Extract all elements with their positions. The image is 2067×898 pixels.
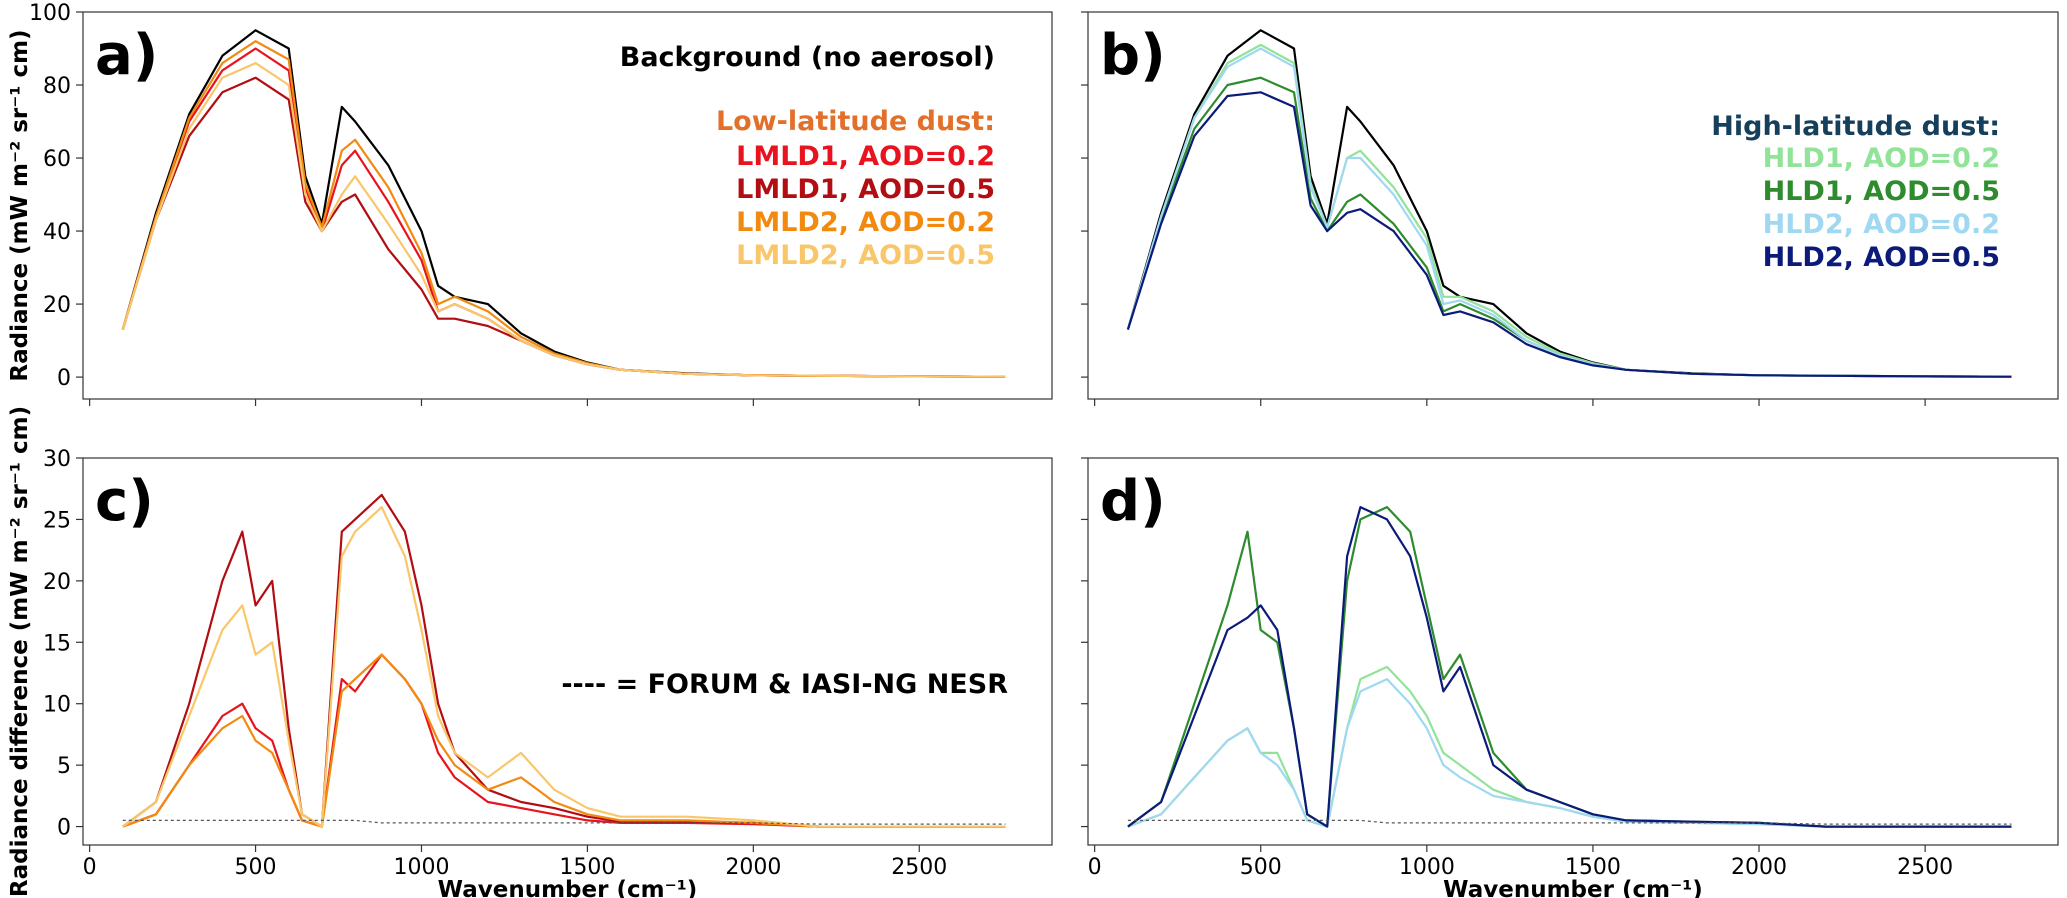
x-tick-label: 500 <box>235 855 277 880</box>
plot-frame <box>1087 457 2059 846</box>
legend-entry: HLD2, AOD=0.5 <box>1763 242 2000 273</box>
x-axis-title: Wavenumber (cm⁻¹) <box>438 877 698 898</box>
plot-frame <box>82 11 1053 400</box>
x-tick-label: 1500 <box>559 855 615 880</box>
y-tick-label: 5 <box>57 754 71 779</box>
y-axis-title: Radiance difference (mW m⁻² sr⁻¹ cm) <box>7 406 33 897</box>
y-tick-label: 30 <box>43 447 71 472</box>
legend-entry: HLD1, AOD=0.5 <box>1763 176 2000 207</box>
y-tick-label: 0 <box>57 366 71 391</box>
panel-letter: b) <box>1100 23 1166 88</box>
panel-0: 0 20 40 60 80 100 a) Radiance (mW m⁻² sr⁻¹ cm) B… <box>7 1 1053 406</box>
legend-background-label: Background (no aerosol) <box>620 42 995 73</box>
nesr-annotation: ---- = FORUM & IASI-NG NESR <box>561 669 1008 700</box>
panel-1: b) High-latitude dust:HLD1, AOD=0.2HLD1, … <box>1081 11 2059 406</box>
legend-entry: LMLD1, AOD=0.5 <box>736 174 995 205</box>
plot-frame <box>82 457 1053 846</box>
series-line-4 <box>1126 91 2012 378</box>
x-tick-label: 1000 <box>393 855 449 880</box>
legend-title: Low-latitude dust: <box>716 106 995 137</box>
legend-title: High-latitude dust: <box>1711 111 2000 142</box>
y-tick-label: 20 <box>43 293 71 318</box>
legend-entry: HLD1, AOD=0.2 <box>1763 143 2000 174</box>
x-tick-label: 1000 <box>1399 855 1455 880</box>
series-line-2 <box>1127 677 2012 828</box>
panel-2: 0 500 1000 1500 2000 2500 0 5 10 15 20 25 30 c) Radian… <box>7 406 1053 898</box>
legend-entry: HLD2, AOD=0.2 <box>1763 209 2000 240</box>
series-line-4 <box>122 819 1006 825</box>
plot-frame <box>1087 11 2059 400</box>
x-tick-label: 0 <box>1088 855 1102 880</box>
x-tick-label: 2500 <box>891 855 947 880</box>
y-tick-label: 10 <box>43 693 71 718</box>
y-tick-label: 80 <box>43 74 71 99</box>
panel-letter: a) <box>95 23 158 88</box>
legend-entry: LMLD1, AOD=0.2 <box>736 141 995 172</box>
y-tick-label: 15 <box>43 631 71 656</box>
series-line-3 <box>122 506 1006 828</box>
series-line-4 <box>121 61 1006 378</box>
y-tick-label: 25 <box>43 508 71 533</box>
x-tick-label: 2000 <box>725 855 781 880</box>
y-tick-label: 40 <box>43 220 71 245</box>
series-line-0 <box>1127 665 2012 828</box>
panel-letter: d) <box>1100 469 1166 534</box>
legend-entry: LMLD2, AOD=0.2 <box>736 207 995 238</box>
x-tick-label: 1500 <box>1565 855 1621 880</box>
x-axis-title: Wavenumber (cm⁻¹) <box>1443 877 1703 898</box>
series-line-2 <box>122 653 1006 828</box>
legend-entry: LMLD2, AOD=0.5 <box>736 240 995 271</box>
x-tick-label: 2000 <box>1731 855 1787 880</box>
series-line-3 <box>1127 506 2012 828</box>
y-tick-label: 20 <box>43 570 71 595</box>
series-line-4 <box>1127 819 2012 825</box>
y-tick-label: 100 <box>29 1 71 26</box>
y-tick-label: 0 <box>57 816 71 841</box>
x-tick-label: 0 <box>83 855 97 880</box>
y-tick-label: 60 <box>43 147 71 172</box>
x-tick-label: 2500 <box>1897 855 1953 880</box>
panel-letter: c) <box>95 469 154 534</box>
y-axis-title: Radiance (mW m⁻² sr⁻¹ cm) <box>7 29 33 381</box>
x-tick-label: 500 <box>1240 855 1282 880</box>
series-line-1 <box>1127 506 2012 828</box>
panel-3: 0 500 1000 1500 2000 2500 d) Wavenumber (cm⁻¹) <box>1081 457 2059 898</box>
series-line-1 <box>122 493 1006 828</box>
